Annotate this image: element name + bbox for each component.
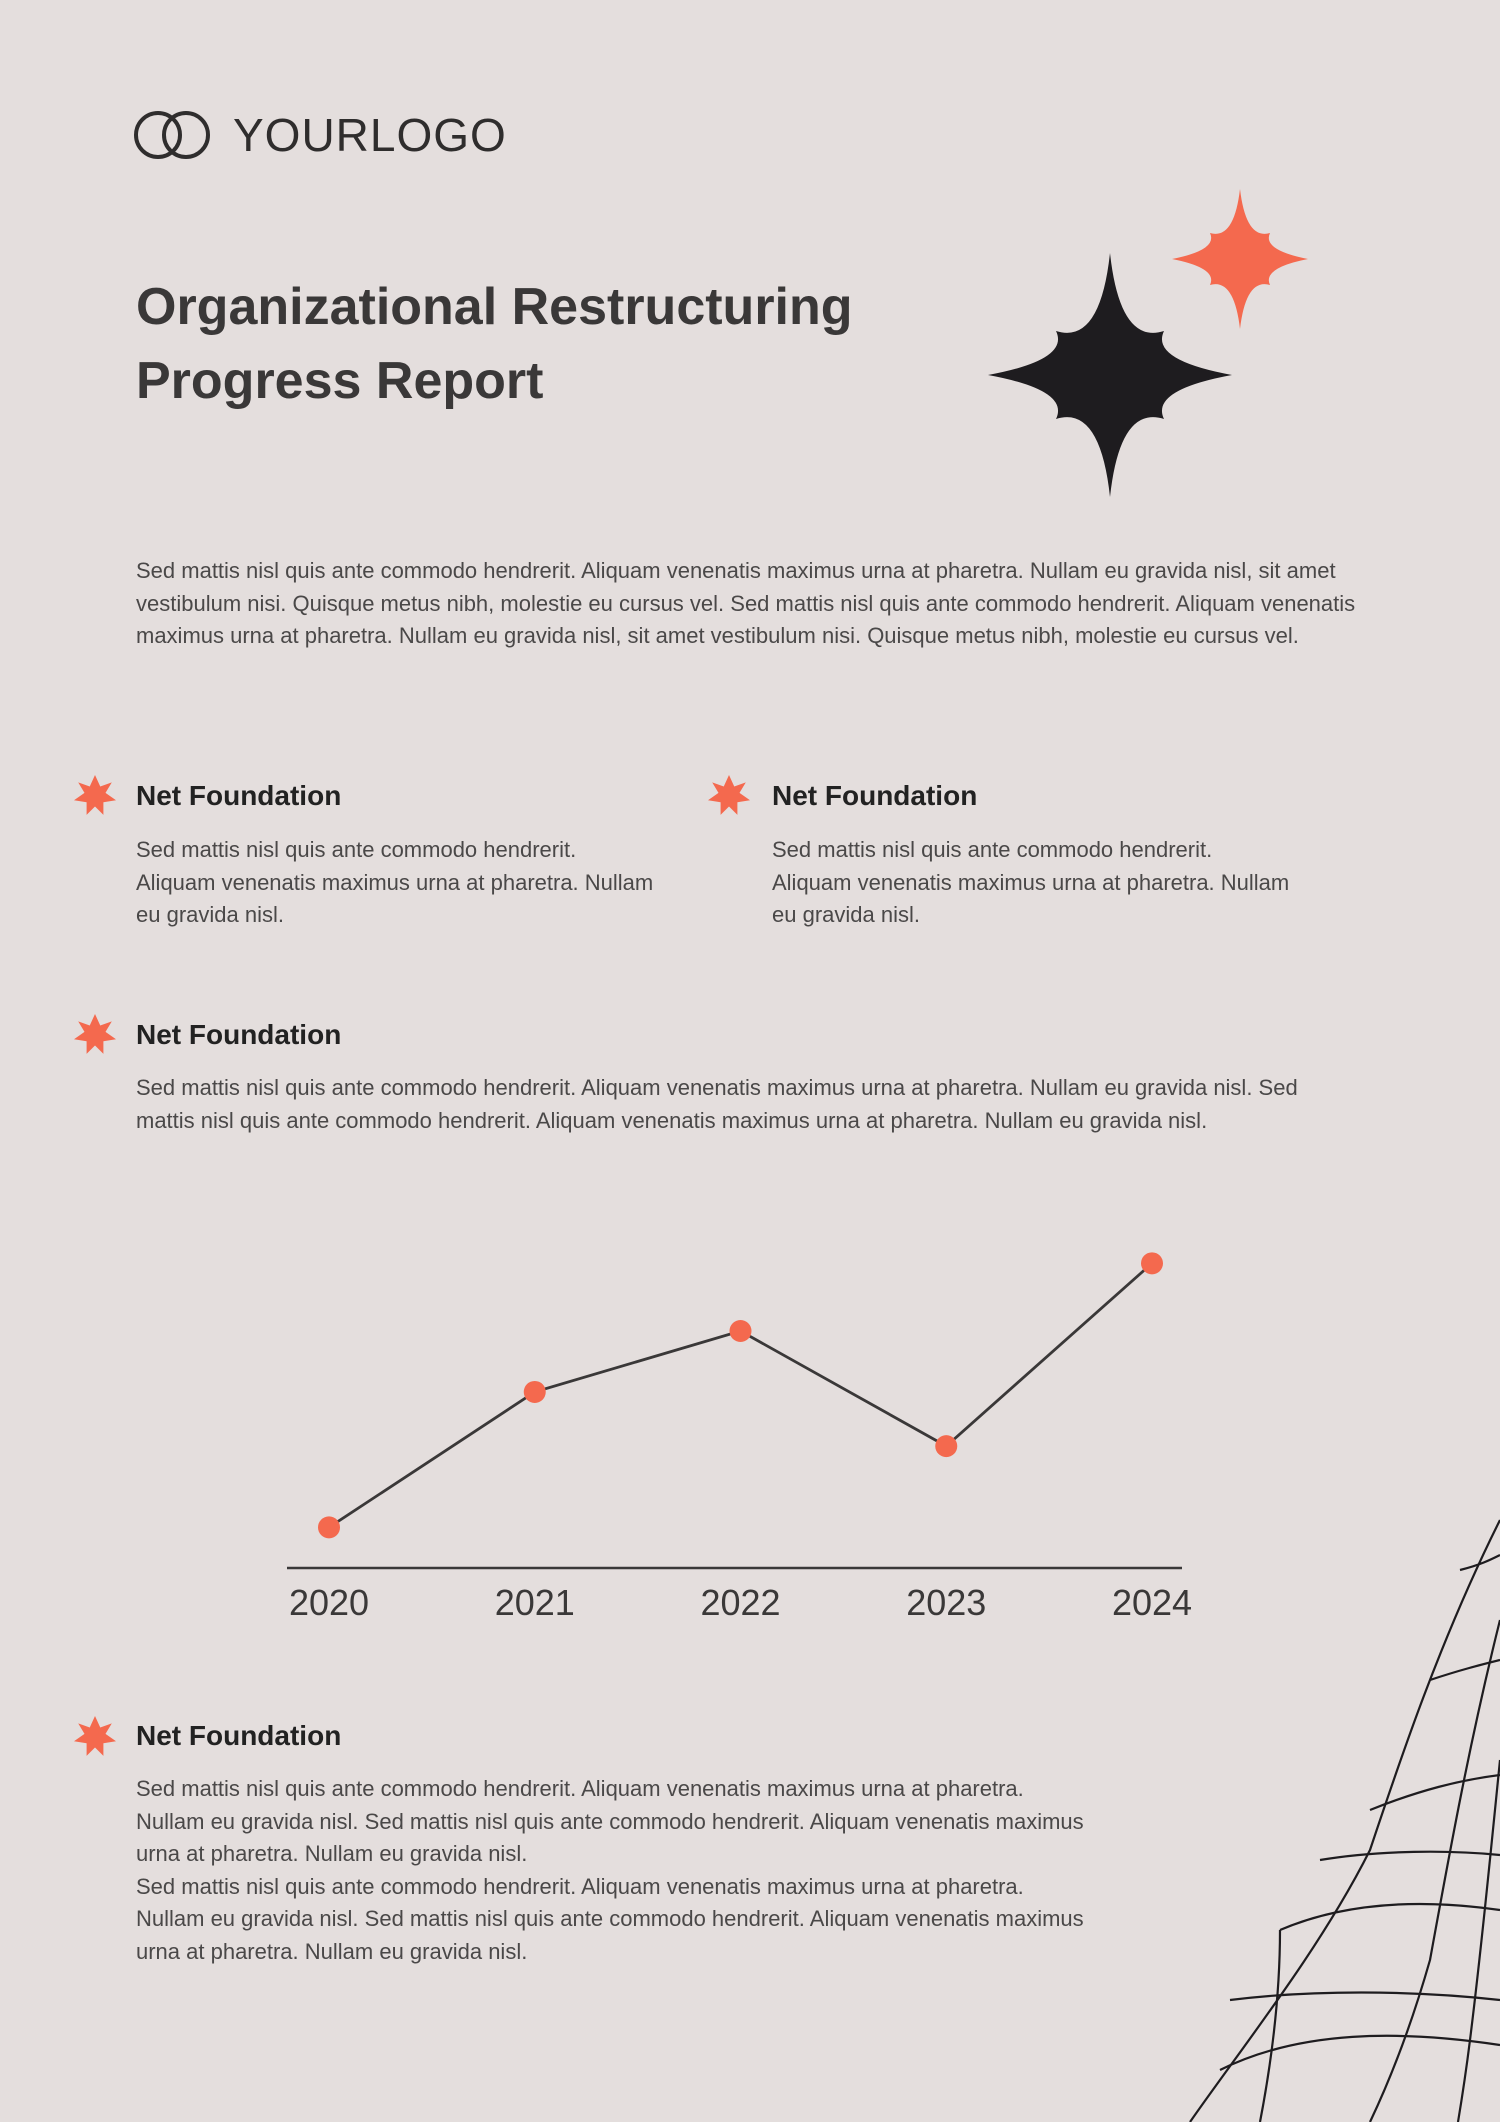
heading-icon [74, 1716, 116, 1756]
star-orange [1172, 189, 1308, 329]
section-body: Sed mattis nisl quis ante commodo hendre… [136, 834, 656, 932]
point [1141, 1252, 1163, 1275]
heading-icon [74, 1014, 116, 1054]
title: Organizational Restructuring Progress Re… [136, 270, 853, 418]
section-body: Sed mattis nisl quis ante commodo hendre… [772, 834, 1292, 932]
logo-icon [134, 111, 210, 159]
title-line: Organizational Restructuring [136, 278, 853, 336]
point [935, 1435, 958, 1458]
x-tick-label: 2021 [495, 1582, 575, 1623]
x-tick-label: 2022 [700, 1582, 780, 1623]
paragraph: Sed mattis nisl quis ante commodo hendre… [136, 837, 654, 927]
section-heading: Net Foundation [136, 1720, 342, 1751]
title-line: Progress Report [136, 352, 544, 410]
line [328, 1262, 1153, 1529]
paragraph: Sed mattis nisl quis ante commodo hendre… [772, 837, 1290, 927]
intro: Sed mattis nisl quis ante commodo hendre… [136, 558, 1356, 648]
star-black [988, 253, 1232, 497]
paragraph: Sed mattis nisl quis ante commodo hendre… [136, 1075, 1298, 1133]
point [318, 1516, 340, 1539]
section-body: Sed mattis nisl quis ante commodo hendre… [136, 1773, 1096, 1968]
paragraph: Sed mattis nisl quis ante commodo hendre… [136, 1776, 1084, 1866]
logo-text: YOURLOGO [233, 109, 507, 161]
point [523, 1380, 546, 1403]
x-tick-label: 2024 [1112, 1582, 1192, 1623]
section-heading: Net Foundation [136, 780, 342, 811]
section-heading: Net Foundation [136, 1019, 342, 1050]
point [729, 1320, 752, 1343]
heading-icon [74, 775, 116, 815]
heading-icon [708, 775, 750, 815]
section-heading: Net Foundation [772, 780, 978, 811]
paragraph: Sed mattis nisl quis ante commodo hendre… [136, 1873, 1084, 1964]
chart: 2020 2021 2022 2023 2024 [287, 1252, 1192, 1623]
x-tick-label: 2020 [289, 1582, 369, 1623]
mesh [1189, 1519, 1500, 2122]
x-tick-label: 2023 [906, 1582, 986, 1623]
section-body: Sed mattis nisl quis ante commodo hendre… [136, 1072, 1361, 1137]
